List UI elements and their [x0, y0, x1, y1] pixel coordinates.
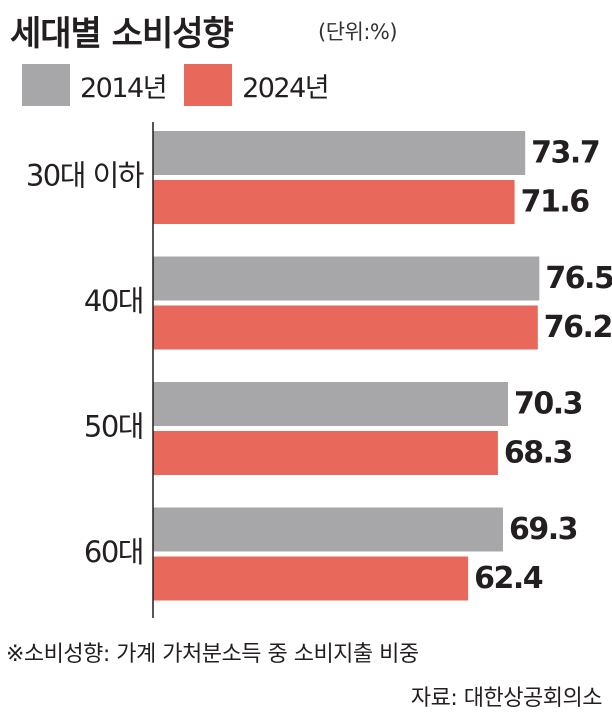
source-credit: 자료: 대한상공회의소 — [410, 686, 603, 711]
legend-label-2014: 2014년 — [80, 72, 168, 104]
data-label: 73.7 — [531, 136, 599, 171]
legend-label-2024: 2024년 — [242, 72, 330, 104]
data-label: 76.2 — [544, 310, 612, 345]
category-label: 30대 이하 — [26, 159, 144, 193]
data-label: 68.3 — [504, 436, 572, 471]
data-label: 76.5 — [545, 261, 612, 296]
data-label: 70.3 — [514, 387, 582, 422]
bar-2014 — [153, 256, 540, 301]
bar-2024 — [153, 305, 538, 350]
legend-swatch-2024 — [184, 64, 233, 106]
legend-item-2014: 2014년 — [22, 64, 168, 106]
bar-2024 — [153, 431, 498, 475]
chart-title: 세대별 소비성향 — [10, 14, 234, 54]
footnote: ※소비성향: 가계 가처분소득 중 소비지출 비중 — [6, 642, 419, 667]
category-label: 60대 — [84, 535, 143, 569]
bar-2014 — [153, 382, 509, 426]
legend-item-2024: 2024년 — [184, 64, 330, 106]
bar-2014 — [153, 507, 503, 552]
data-label: 62.4 — [474, 561, 543, 596]
category-label: 50대 — [84, 410, 143, 444]
bar-2014 — [153, 131, 526, 175]
data-label: 71.6 — [521, 185, 590, 220]
bar-2024 — [153, 556, 469, 601]
category-label: 40대 — [84, 284, 143, 318]
data-label: 69.3 — [509, 512, 577, 547]
legend-swatch-2014 — [22, 64, 70, 106]
legend: 2014년 2024년 — [22, 63, 346, 107]
bar-2024 — [153, 180, 515, 224]
unit-label: (단위:%) — [318, 20, 398, 44]
